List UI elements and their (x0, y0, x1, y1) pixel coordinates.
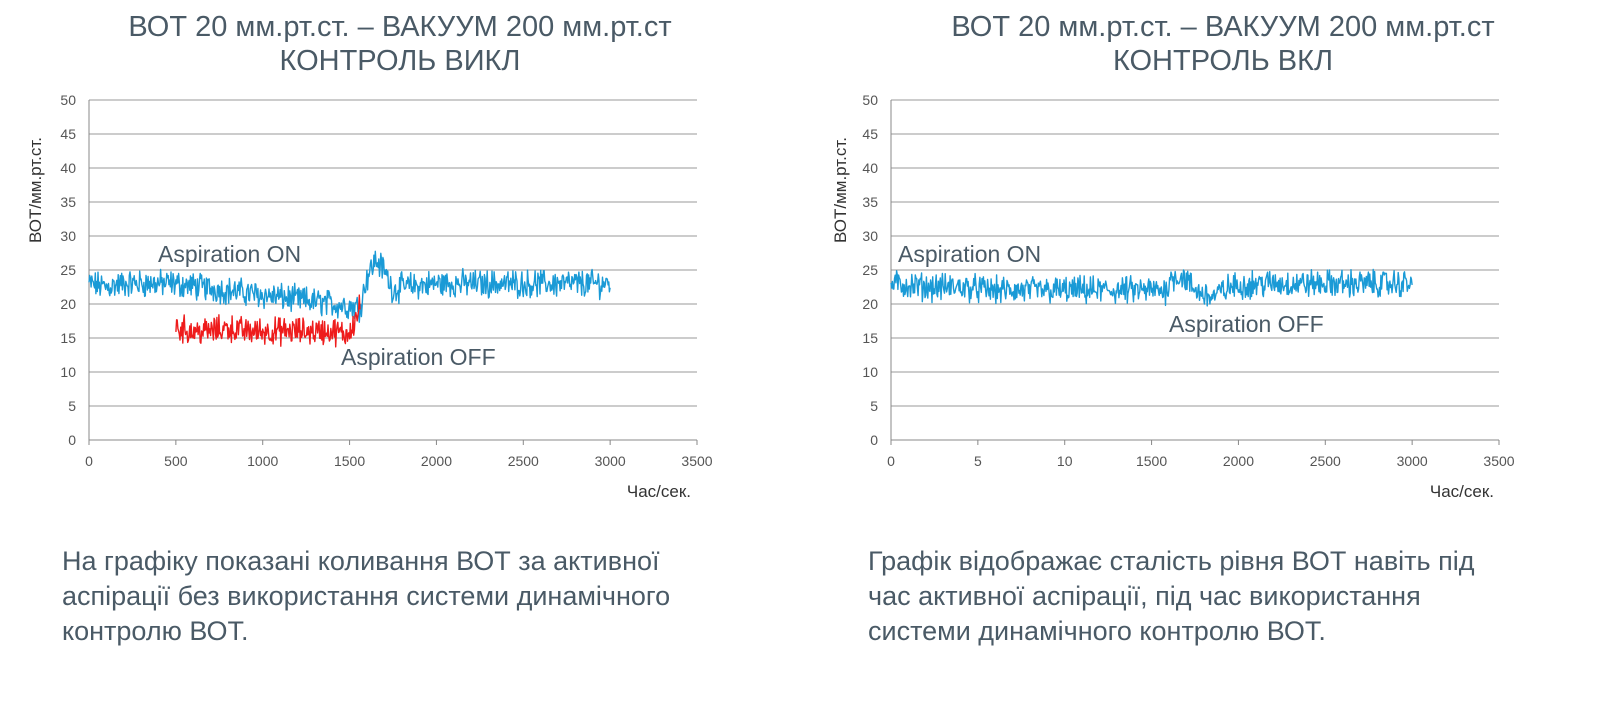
y-tick-label: 50 (60, 92, 76, 108)
y-tick-label: 10 (60, 364, 76, 380)
chart-title: ВОТ 20 мм.рт.ст. – ВАКУУМ 200 мм.рт.ст К… (951, 11, 1495, 77)
y-tick-label: 0 (870, 432, 878, 448)
annotation-label: Aspiration ON (158, 241, 301, 267)
series-line (88, 250, 611, 323)
y-tick-label: 35 (862, 194, 878, 210)
x-tick-label: 3500 (1483, 453, 1514, 469)
y-tick-label: 15 (862, 330, 878, 346)
x-tick-label: 3500 (681, 453, 712, 469)
x-tick-label: 1500 (1136, 453, 1167, 469)
x-tick-label: 10 (1057, 453, 1073, 469)
y-tick-label: 20 (862, 296, 878, 312)
x-axis-label: Час/сек. (1430, 482, 1494, 501)
y-tick-label: 40 (862, 160, 878, 176)
y-tick-label: 10 (862, 364, 878, 380)
y-tick-label: 5 (870, 398, 878, 414)
chart-title: ВОТ 20 мм.рт.ст. – ВАКУУМ 200 мм.рт.ст К… (128, 11, 672, 77)
x-tick-label: 2500 (1310, 453, 1341, 469)
series-line (175, 294, 361, 348)
x-tick-label: 2500 (508, 453, 539, 469)
annotation-label: Aspiration ON (898, 241, 1041, 267)
chart-caption: Графік відображає сталість рівня ВОТ нав… (868, 546, 1475, 646)
y-tick-label: 35 (60, 194, 76, 210)
x-tick-label: 5 (974, 453, 982, 469)
x-tick-label: 500 (164, 453, 188, 469)
y-tick-label: 45 (60, 126, 76, 142)
y-tick-label: 40 (60, 160, 76, 176)
y-tick-label: 30 (862, 228, 878, 244)
x-tick-label: 0 (887, 453, 895, 469)
y-tick-label: 20 (60, 296, 76, 312)
x-tick-label: 1500 (334, 453, 365, 469)
y-tick-label: 15 (60, 330, 76, 346)
chart-area: 0 5 10 15 20 25 30 35 40 45 50 0 5 10 1500 2000 2500 3000… (831, 92, 1515, 501)
chart-caption: На графіку показані коливання ВОТ за акт… (62, 546, 671, 646)
y-tick-label: 0 (68, 432, 76, 448)
y-tick-label: 45 (862, 126, 878, 142)
y-tick-label: 25 (60, 262, 76, 278)
series-line (890, 268, 1413, 307)
chart-panel-left: ВОТ 20 мм.рт.ст. – ВАКУУМ 200 мм.рт.ст К… (0, 0, 808, 724)
y-tick-label: 5 (68, 398, 76, 414)
x-tick-label: 3000 (595, 453, 626, 469)
x-tick-label: 2000 (1223, 453, 1254, 469)
y-tick-label: 25 (862, 262, 878, 278)
x-tick-label: 1000 (247, 453, 278, 469)
y-axis-label: ВОТ/мм.рт.ст. (26, 137, 45, 243)
x-tick-label: 0 (85, 453, 93, 469)
x-axis-label: Час/сек. (627, 482, 691, 501)
y-tick-label: 50 (862, 92, 878, 108)
chart-panel-right: ВОТ 20 мм.рт.ст. – ВАКУУМ 200 мм.рт.ст К… (808, 0, 1616, 724)
y-tick-label: 30 (60, 228, 76, 244)
x-tick-label: 3000 (1397, 453, 1428, 469)
x-tick-label: 2000 (421, 453, 452, 469)
annotation-label: Aspiration OFF (341, 344, 496, 370)
y-axis-label: ВОТ/мм.рт.ст. (831, 137, 850, 243)
annotation-label: Aspiration OFF (1169, 311, 1324, 337)
